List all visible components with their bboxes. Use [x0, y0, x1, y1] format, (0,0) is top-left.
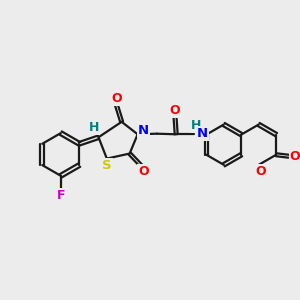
- Text: S: S: [102, 159, 112, 172]
- Text: N: N: [138, 124, 149, 137]
- Text: H: H: [191, 119, 202, 133]
- Text: H: H: [89, 121, 99, 134]
- Text: O: O: [138, 165, 148, 178]
- Text: O: O: [255, 165, 266, 178]
- Text: O: O: [111, 92, 122, 105]
- Text: N: N: [196, 127, 208, 140]
- Text: F: F: [56, 189, 65, 202]
- Text: O: O: [290, 150, 300, 163]
- Text: O: O: [170, 104, 180, 117]
